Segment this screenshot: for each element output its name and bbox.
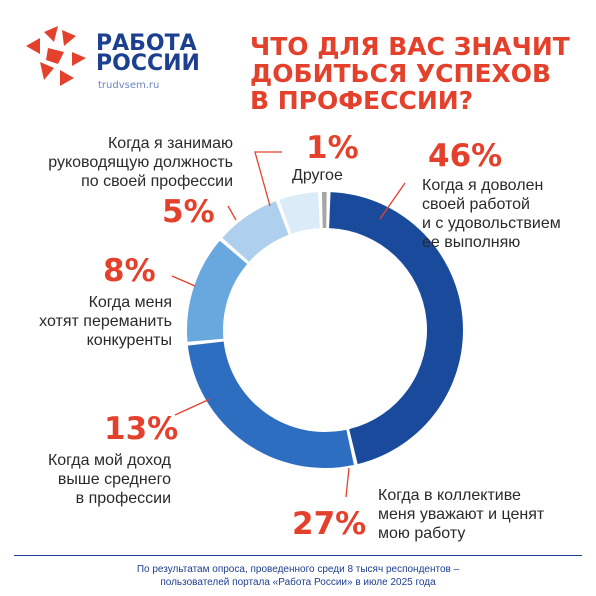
leader-line-46 [379,182,406,220]
slice-label-13: Когда мой доход выше среднего в професси… [47,452,171,507]
slice-label-46: Когда я доволен своей работой и с удовол… [422,177,561,251]
donut-slice-46 [329,192,464,465]
donut-slice-27 [187,341,354,469]
leader-line-8 [171,275,196,287]
donut-slice-8 [222,201,289,262]
title-line-1: ЧТО ДЛЯ ВАС ЗНАЧИТ [250,32,570,61]
slice-label-27: Когда в коллективе меня уважают и ценят … [378,487,545,542]
title-line-2: ДОБИТЬСЯ УСПЕХОВ [250,59,552,88]
slice-value-13: 13% [104,411,179,447]
donut-slice-13 [187,240,248,342]
page-title: ЧТО ДЛЯ ВАС ЗНАЧИТ ДОБИТЬСЯ УСПЕХОВ В ПР… [250,33,580,114]
slice-label-1: Другое [292,167,343,184]
slice-value-8: 8% [103,253,156,289]
slice-value-46: 46% [428,138,503,174]
leader-line-13 [174,398,211,416]
slice-label-8: Когда меня хотят переманить конкуренты [39,294,172,349]
donut-slice-5 [279,192,320,234]
footer-note: По результатам опроса, проведенного сред… [136,564,460,588]
brand-line-1: РАБОТА [96,31,197,56]
footer-divider [14,555,582,556]
slice-label-5: Когда я занимаю руководящую должность по… [48,135,233,190]
slice-value-5: 5% [162,194,215,230]
title-line-3: В ПРОФЕССИИ? [250,86,474,115]
slice-value-27: 27% [292,506,367,542]
rabota-rossii-logo-icon [26,26,86,86]
leader-line-5 [227,205,237,221]
leader-line-1 [254,151,282,207]
leader-line-27 [345,467,350,498]
slice-value-1: 1% [306,130,359,166]
brand-line-2: РОССИИ [96,51,200,76]
brand-name: РАБОТА РОССИИ [96,31,200,76]
donut-slice-1 [321,192,327,229]
brand-url: trudvsem.ru [98,80,160,91]
